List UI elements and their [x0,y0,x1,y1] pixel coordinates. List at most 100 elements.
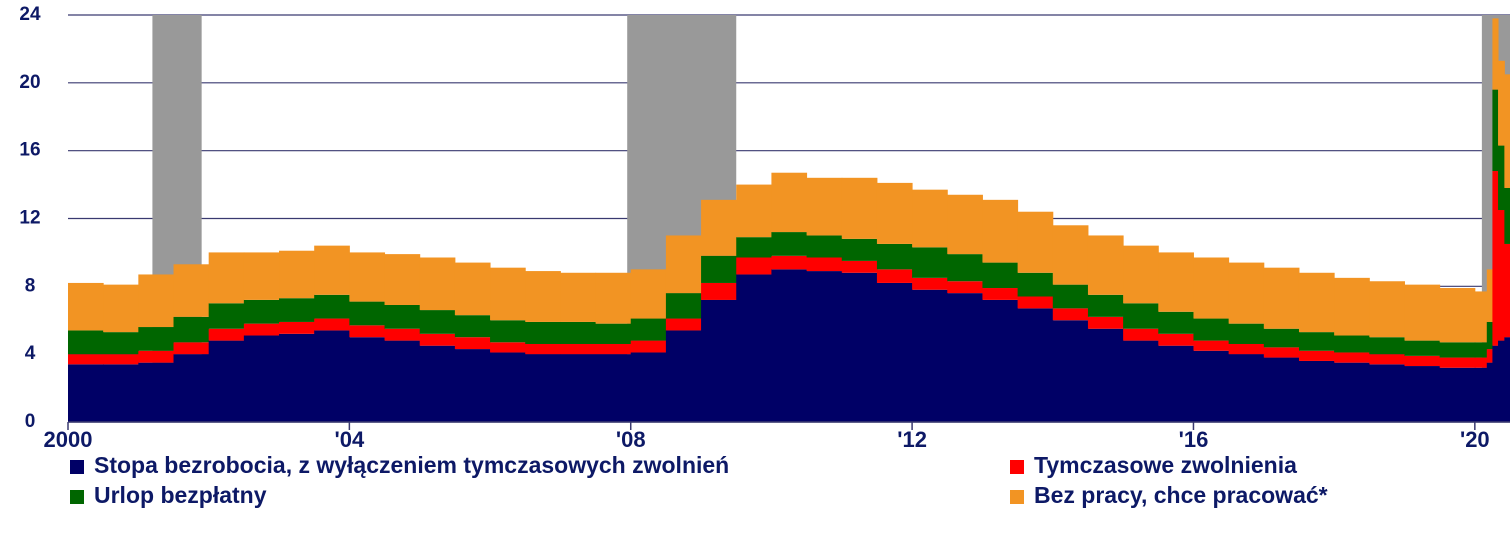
bar-segment [349,301,386,326]
bar-segment [384,328,421,341]
bar-segment [560,354,597,422]
legend-swatch [70,460,84,474]
bar-segment [1492,18,1499,90]
x-tick-label: '20 [1460,427,1490,452]
bar-segment [806,271,843,422]
bar-segment [1404,355,1441,367]
legend-label: Bez pracy, chce pracować* [1034,482,1328,508]
bar-segment [384,254,421,305]
bar-segment [595,272,632,324]
bar-segment [912,189,948,248]
bar-segment [1439,342,1476,358]
bar-segment [1492,89,1499,172]
bar-segment [1486,321,1493,350]
bar-segment [1052,320,1089,422]
bar-segment [1369,337,1405,355]
x-tick-label: '04 [335,427,365,452]
bar-segment [454,315,491,338]
bar-segment [173,342,210,355]
bar-segment [1193,318,1230,341]
bar-segment [806,235,843,258]
bar-segment [490,267,526,321]
bar-segment [1369,354,1405,365]
bar-segment [208,328,245,341]
bar-segment [806,257,843,272]
bar-segment [665,293,702,319]
bar-segment [947,254,983,282]
bar-segment [1439,357,1476,368]
bar-segment [876,182,913,244]
bar-segment [771,269,808,422]
bar-segment [1158,345,1194,422]
bar-segment [1474,367,1488,422]
x-tick-label: '16 [1179,427,1209,452]
bar-segment [173,354,210,422]
bar-segment [279,333,315,422]
bar-segment [349,337,386,422]
bar-segment [1334,335,1370,353]
bar-segment [1017,308,1054,422]
bar-segment [876,269,913,283]
bar-segment [1486,349,1493,363]
bar-segment [736,257,772,275]
bar-segment [771,232,808,256]
x-tick-label: '12 [897,427,927,452]
legend-swatch [70,490,84,504]
bar-segment [701,199,737,256]
bar-segment [68,354,104,365]
bar-segment [1193,257,1230,319]
bar-segment [68,330,104,355]
bar-segment [208,340,245,422]
bar-segment [912,277,948,290]
bar-segment [1474,342,1488,358]
bar-segment [1474,357,1488,368]
bar-segment [419,257,456,311]
bar-segment [1498,60,1505,146]
bar-segment [876,282,913,422]
bar-segment [665,318,702,331]
bar-segment [665,235,702,294]
bar-segment [1498,145,1505,211]
bar-segment [1123,328,1159,341]
bar-segment [1228,262,1265,324]
bar-segment [1334,277,1370,336]
x-tick-label: '08 [616,427,646,452]
bar-segment [419,345,456,422]
bar-segment [1263,357,1300,422]
bar-segment [1193,350,1230,422]
bar-segment [912,247,948,278]
bar-segment [243,252,280,300]
bar-segment [349,252,386,302]
bar-segment [1087,294,1124,317]
bar-segment [138,327,175,351]
bar-segment [1404,366,1441,422]
bar-segment [103,284,139,333]
bar-segment [525,354,561,422]
bar-segment [525,271,561,322]
bar-segment [1298,272,1335,333]
bar-segment [771,255,808,270]
bar-segment [419,310,456,334]
bar-segment [1158,252,1194,312]
bar-segment [982,288,1019,300]
bar-segment [1334,362,1370,422]
bar-segment [841,272,878,422]
bar-segment [279,298,315,322]
bar-segment [1263,347,1300,358]
bar-segment [701,299,737,422]
bar-segment [630,269,667,319]
bar-segment [665,330,702,422]
bar-segment [1504,74,1510,188]
bar-segment [454,337,491,350]
bar-segment [1123,303,1159,329]
bar-segment [701,282,737,300]
bar-segment [1123,245,1159,304]
bar-segment [736,237,772,258]
bar-segment [138,274,175,328]
bar-segment [384,304,421,329]
bar-segment [243,335,280,422]
bar-segment [1193,340,1230,351]
legend-label: Stopa bezrobocia, z wyłączeniem tymczaso… [94,452,729,478]
bar-segment [1492,345,1499,422]
